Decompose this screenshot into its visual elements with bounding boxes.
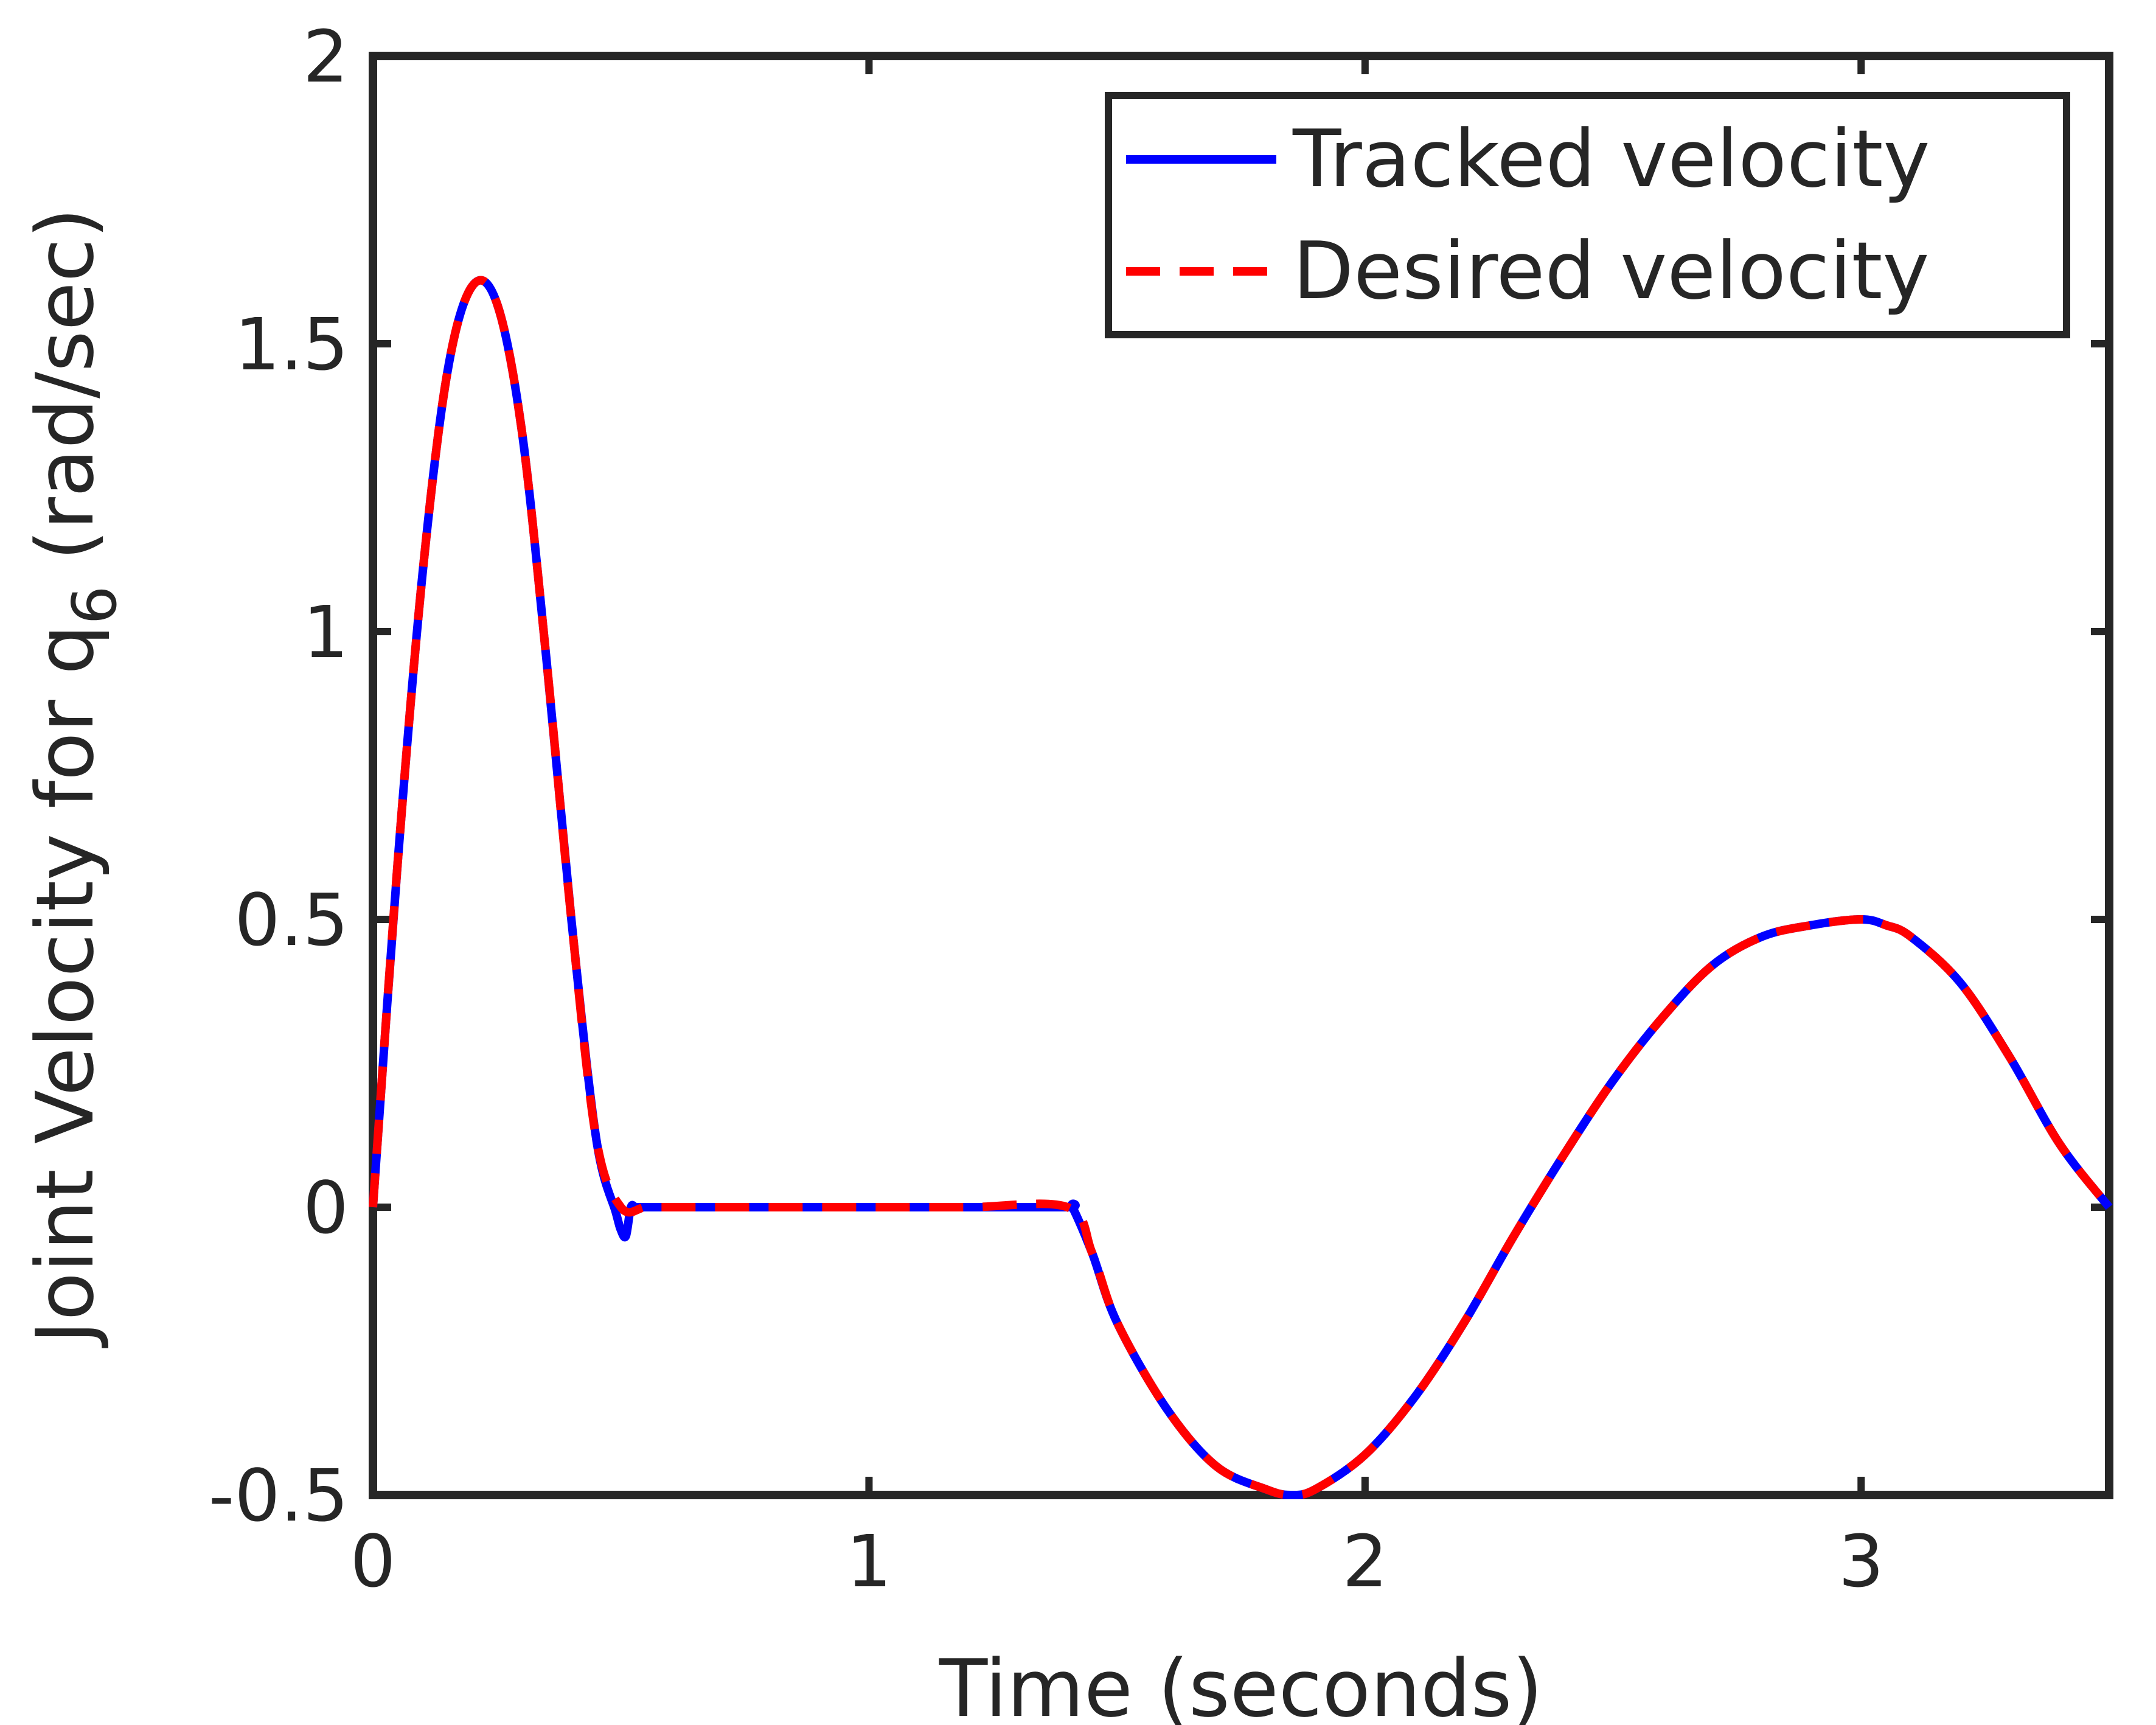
y-tick-label: 0.5 <box>234 878 349 962</box>
y-tick-label: -0.5 <box>209 1454 349 1538</box>
y-axis-title-units: (rad/sec) <box>19 207 111 585</box>
y-tick-label: 0 <box>303 1166 349 1250</box>
legend-label-tracked-velocity: Tracked velocity <box>1292 113 1930 205</box>
x-tick-label: 3 <box>1838 1519 1884 1603</box>
y-tick-label: 2 <box>303 15 349 99</box>
y-axis-title-subscript: 6 <box>59 586 130 625</box>
series-line-desired-velocity <box>369 276 2113 1500</box>
legend-box <box>1105 92 2070 338</box>
x-tick-label: 2 <box>1342 1519 1388 1603</box>
x-axis-ticks: 0 1 2 3 <box>350 56 1884 1603</box>
series-layer <box>369 276 2113 1500</box>
x-tick-label: 1 <box>846 1519 892 1603</box>
y-axis-title-main: Joint Velocity for q <box>19 624 111 1348</box>
legend-label-desired-velocity: Desired velocity <box>1293 225 1929 317</box>
plot-area-frame <box>369 52 2113 1499</box>
y-tick-label: 1 <box>303 590 349 674</box>
y-tick-label: 1.5 <box>234 302 349 386</box>
y-axis-title: Joint Velocity for q6 (rad/sec) <box>19 207 130 1348</box>
y-axis-ticks: -0.5 0 0.5 1 1.5 2 <box>209 15 2109 1538</box>
legend: Tracked velocity Desired velocity <box>1105 92 2070 338</box>
x-axis-title: Time (seconds) <box>939 1642 1543 1725</box>
x-tick-label: 0 <box>350 1519 395 1603</box>
